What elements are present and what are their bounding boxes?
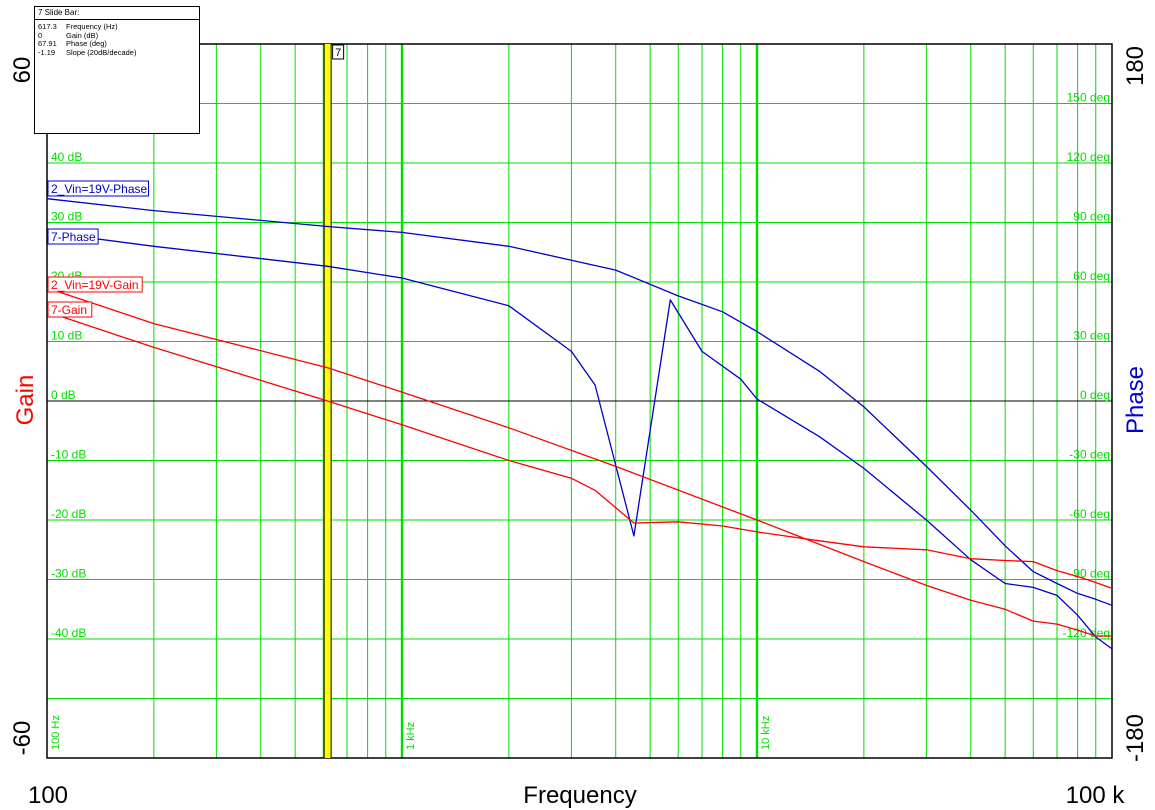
gain-axis-min: -60: [9, 721, 36, 756]
legend-box: [47, 276, 143, 293]
legend-label: 2_Vin=19V-Phase: [51, 182, 148, 196]
cursor-tag-box: [332, 44, 345, 60]
phase-tick-label: 150 deg: [1067, 91, 1110, 105]
decade-label: 1 kHz: [405, 722, 417, 750]
cursor-tag-label: 7: [335, 47, 341, 59]
x-axis-max: 100 k: [1066, 782, 1126, 809]
gain-tick-label: -30 dB: [51, 567, 86, 581]
series-line-7-Gain: [46, 311, 1113, 590]
legend-box: [47, 228, 99, 245]
slide-bar-title: 7 Slide Bar:: [35, 7, 199, 20]
phase-tick-label: 60 deg: [1073, 269, 1110, 283]
gain-axis-title: Gain: [12, 375, 39, 426]
phase-tick-label: 0 deg: [1080, 388, 1110, 402]
gain-tick-label: -40 dB: [51, 626, 86, 640]
gain-tick-label: 0 dB: [51, 388, 76, 402]
gain-axis-max: 60: [9, 57, 36, 84]
gain-tick-label: 40 dB: [51, 150, 82, 164]
phase-tick-label: -60 deg: [1069, 507, 1110, 521]
decade-label: 10 kHz: [760, 716, 772, 750]
x-axis-min: 100: [28, 782, 68, 809]
series-line-2_Vin=19V-Gain: [46, 287, 1112, 637]
x-axis-title: Frequency: [523, 782, 636, 809]
phase-tick-label: 90 deg: [1073, 210, 1110, 224]
phase-axis-max: 180: [1122, 46, 1149, 86]
gain-tick-label: -10 dB: [51, 448, 86, 462]
decade-label: 100 Hz: [50, 715, 62, 750]
legend-label: 2_Vin=19V-Gain: [51, 278, 139, 292]
slide-bar-panel[interactable]: 7 Slide Bar: 617.3 Frequency (Hz) 0 Gain (…: [34, 6, 200, 134]
legend-box: [47, 180, 149, 197]
readout-frequency: 617.3 Frequency (Hz): [38, 22, 118, 31]
legend-box: [47, 301, 93, 318]
phase-tick-label: -30 deg: [1069, 448, 1110, 462]
series-line-2_Vin=19V-Phase: [46, 198, 1113, 606]
readout-slope: -1.19 Slope (20dB/decade): [38, 47, 137, 57]
readout-gain: 0 Gain (dB): [38, 30, 99, 40]
gain-tick-label: 10 dB: [51, 329, 82, 343]
phase-axis-title: Phase: [1122, 366, 1149, 434]
gain-tick-label: -20 dB: [51, 507, 86, 521]
phase-axis-min: -180: [1122, 714, 1149, 762]
gain-tick-label: 30 dB: [51, 210, 82, 224]
series-line-7-Phase: [46, 231, 1113, 650]
legend-label: 7-Gain: [51, 303, 87, 317]
readout-phase: 67.91 Phase (deg): [38, 39, 107, 48]
legend-label: 7-Phase: [51, 230, 96, 244]
phase-tick-label: 120 deg: [1067, 150, 1110, 164]
plot-border: [46, 43, 1113, 759]
phase-tick-label: -90 deg: [1069, 567, 1110, 581]
phase-tick-label: 30 deg: [1073, 329, 1110, 343]
